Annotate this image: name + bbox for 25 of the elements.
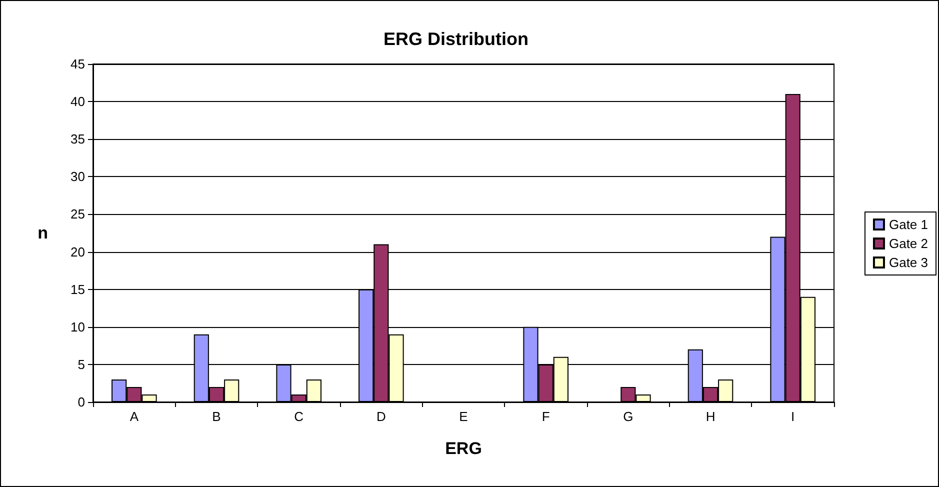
x-tick-label: E [459,409,468,424]
chart-title: ERG Distribution [384,29,528,49]
y-tick-label: 40 [70,94,85,110]
y-axis-title: n [38,224,48,242]
y-tick-label: 10 [70,319,85,334]
x-tick-label: D [376,409,386,424]
x-tick-label: A [130,409,139,424]
x-tick-label: F [542,409,550,424]
x-axis-title: ERG [445,439,482,458]
x-tick-label: H [706,409,716,424]
x-tick-label: C [294,409,304,424]
legend-label: Gate 1 [888,217,928,232]
y-tick-label: 5 [78,356,85,372]
y-tick-label: 30 [70,169,85,184]
y-tick-label: 15 [70,282,85,297]
y-tick-label: 25 [70,206,85,222]
y-tick-label: 0 [78,394,85,410]
y-tick-label: 45 [70,56,85,72]
x-tick-label: I [791,409,795,424]
x-tick-label: G [623,409,634,424]
y-tick-label: 35 [70,132,85,147]
x-tick-label: B [212,409,221,424]
legend-label: Gate 2 [888,236,928,251]
legend-label: Gate 3 [888,255,928,270]
y-tick-label: 20 [70,244,85,260]
